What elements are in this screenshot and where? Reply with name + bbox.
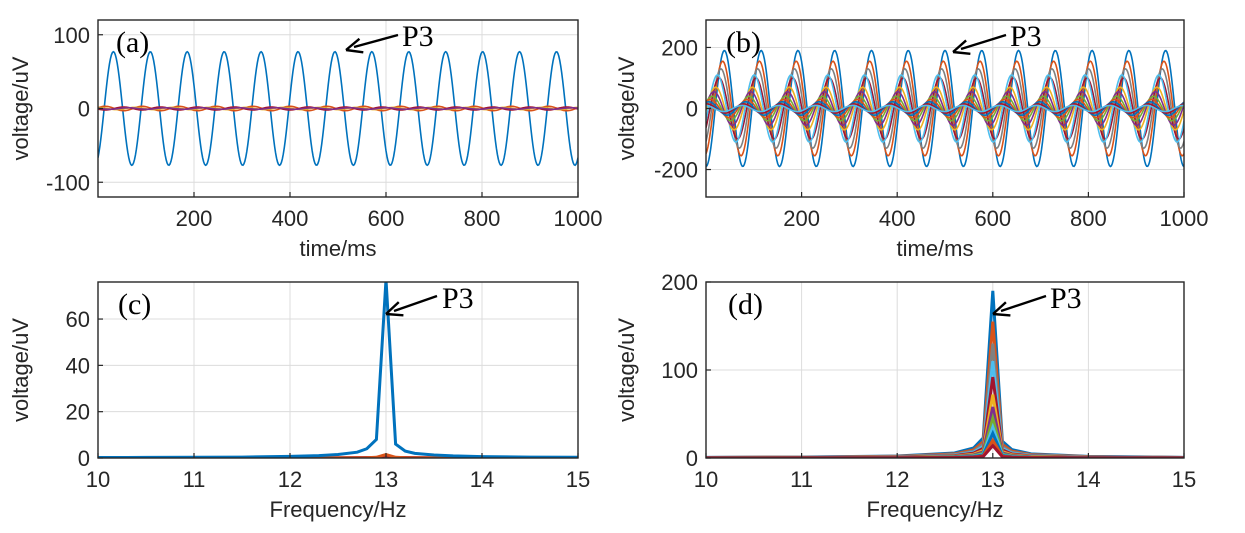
x-axis-label: Frequency/Hz: [867, 497, 1004, 522]
series-line-10: [706, 100, 1184, 117]
x-tick-label: 13: [374, 467, 398, 492]
series-line-7: [706, 406, 1184, 458]
y-axis-label: voltage/uV: [8, 318, 33, 422]
chart-panel-c: 10 11 12 13 14 15 0 20 40 60 Frequency/Hz voltage/u…: [8, 281, 590, 522]
series-line-1: [706, 290, 1184, 458]
panel-label: (a): [116, 26, 149, 59]
annotation-arrow-head: [992, 301, 1011, 317]
annotation-label: P3: [402, 20, 434, 53]
y-tick-label: 40: [66, 353, 90, 378]
panel-label: (b): [726, 26, 761, 59]
y-tick-label: 0: [686, 97, 698, 122]
y-axis-label: voltage/uV: [614, 56, 639, 160]
series-line-5: [98, 106, 578, 111]
y-tick-label: 200: [661, 270, 698, 295]
annotation-arrow-shaft: [353, 33, 399, 49]
x-tick-label: 11: [183, 467, 206, 492]
y-tick-label: 20: [66, 400, 90, 425]
panel-label: (c): [118, 288, 151, 321]
plot-area: [706, 49, 1184, 168]
y-tick-label: 0: [686, 446, 698, 471]
x-tick-label: 10: [86, 467, 110, 492]
y-axis-label: voltage/uV: [614, 318, 639, 422]
x-axis-label: time/ms: [897, 236, 974, 261]
x-tick-label: 200: [176, 206, 213, 231]
series-line-6: [706, 394, 1184, 458]
chart-panel-b: 200 400 600 800 1000 -200 0 200 time/ms voltage/u…: [614, 19, 1209, 261]
annotation-arrow-shaft: [393, 294, 438, 313]
series-line-1: [706, 49, 1184, 168]
x-tick-label: 1000: [1160, 206, 1209, 231]
series-line-3: [706, 343, 1184, 458]
plot-area: [706, 290, 1184, 458]
annotation-arrow-head: [952, 39, 971, 55]
plot-area: [98, 50, 578, 167]
x-tick-label: 200: [783, 206, 820, 231]
series-line-2: [706, 321, 1184, 458]
chart-panel-d: 10 11 12 13 14 15 0 100 200 Frequency/Hz voltage/u…: [614, 270, 1196, 522]
axes-frame: [97, 281, 579, 459]
x-tick-label: 15: [566, 467, 590, 492]
y-tick-label: 200: [661, 35, 698, 60]
annotation-arrow-shaft: [960, 33, 1007, 51]
chart-panel-a: 200 400 600 800 1000 -100 0 100 time/ms voltage/u…: [8, 19, 603, 261]
x-tick-label: 600: [974, 206, 1011, 231]
y-tick-label: 0: [78, 446, 90, 471]
annotation-arrow-head: [385, 301, 404, 317]
y-tick-label: 60: [66, 307, 90, 332]
x-tick-label: 10: [694, 467, 718, 492]
series-line-12: [706, 104, 1184, 113]
x-tick-label: 14: [1076, 467, 1100, 492]
series-line-6: [706, 86, 1184, 131]
series-line-4: [706, 361, 1184, 458]
y-tick-label: 100: [53, 23, 90, 48]
y-tick-label: 0: [78, 97, 90, 122]
series-line-8: [706, 412, 1184, 458]
annotation-label: P3: [1010, 20, 1042, 53]
y-tick-label: 100: [661, 358, 698, 383]
x-tick-label: 800: [1070, 206, 1107, 231]
x-tick-label: 12: [885, 467, 909, 492]
x-tick-label: 400: [272, 206, 309, 231]
annotation-arrow-head: [345, 37, 364, 54]
x-tick-label: 400: [879, 206, 916, 231]
series-line-4: [706, 77, 1184, 140]
x-tick-label: 1000: [554, 206, 603, 231]
x-tick-label: 15: [1172, 467, 1196, 492]
y-tick-label: -100: [46, 170, 90, 195]
panel-label: (d): [728, 288, 763, 321]
x-tick-label: 12: [278, 467, 302, 492]
x-axis-label: time/ms: [300, 236, 377, 261]
annotation-arrow-shaft: [1000, 294, 1047, 313]
plot-area: [98, 282, 578, 458]
x-tick-label: 11: [790, 467, 813, 492]
x-axis-label: Frequency/Hz: [270, 497, 407, 522]
y-tick-label: -200: [654, 158, 698, 183]
x-tick-label: 14: [470, 467, 494, 492]
x-tick-label: 13: [981, 467, 1005, 492]
series-line-1: [98, 282, 578, 458]
series-line-5: [706, 74, 1184, 143]
annotation-label: P3: [1050, 282, 1082, 315]
series-line-5: [706, 376, 1184, 458]
x-tick-label: 800: [464, 206, 501, 231]
annotation-label: P3: [442, 282, 474, 315]
y-axis-label: voltage/uV: [8, 56, 33, 160]
x-tick-label: 600: [368, 206, 405, 231]
